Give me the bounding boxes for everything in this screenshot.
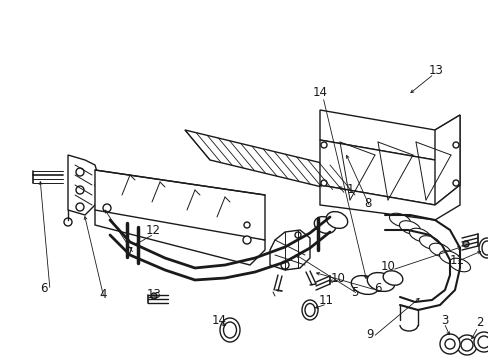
Ellipse shape xyxy=(399,221,420,234)
Ellipse shape xyxy=(388,213,410,227)
Ellipse shape xyxy=(223,322,236,338)
Polygon shape xyxy=(68,155,98,215)
Polygon shape xyxy=(319,140,459,205)
Text: 14: 14 xyxy=(211,314,226,327)
Ellipse shape xyxy=(448,258,469,272)
Text: 2: 2 xyxy=(475,315,483,328)
Circle shape xyxy=(294,232,301,238)
Circle shape xyxy=(462,241,468,247)
Ellipse shape xyxy=(314,217,335,233)
Ellipse shape xyxy=(478,238,488,258)
Circle shape xyxy=(243,236,250,244)
Circle shape xyxy=(76,168,84,176)
Text: 13: 13 xyxy=(427,63,443,77)
Circle shape xyxy=(460,339,472,351)
Polygon shape xyxy=(95,170,264,240)
Circle shape xyxy=(64,218,72,226)
Circle shape xyxy=(473,332,488,352)
Circle shape xyxy=(320,142,326,148)
Text: 10: 10 xyxy=(330,271,345,284)
Ellipse shape xyxy=(383,271,402,285)
Ellipse shape xyxy=(350,276,378,294)
Polygon shape xyxy=(319,185,459,220)
Circle shape xyxy=(281,261,288,269)
Circle shape xyxy=(327,189,341,203)
Text: 6: 6 xyxy=(373,282,381,294)
Ellipse shape xyxy=(366,273,394,291)
Text: 12: 12 xyxy=(145,225,160,238)
Circle shape xyxy=(439,334,459,354)
Circle shape xyxy=(343,200,349,206)
Polygon shape xyxy=(434,115,459,205)
Ellipse shape xyxy=(325,212,347,228)
Polygon shape xyxy=(184,130,354,195)
Text: 7: 7 xyxy=(126,247,134,260)
Text: 5: 5 xyxy=(350,285,358,298)
Text: 11: 11 xyxy=(318,293,333,306)
Circle shape xyxy=(320,180,326,186)
Ellipse shape xyxy=(305,303,314,316)
Text: 4: 4 xyxy=(99,288,106,301)
Ellipse shape xyxy=(481,241,488,255)
Circle shape xyxy=(343,173,349,179)
Text: 10: 10 xyxy=(380,261,395,274)
Polygon shape xyxy=(269,230,309,270)
Circle shape xyxy=(477,336,488,348)
Text: 14: 14 xyxy=(312,85,327,99)
Ellipse shape xyxy=(439,251,460,264)
Polygon shape xyxy=(319,110,459,160)
Circle shape xyxy=(244,222,249,228)
Circle shape xyxy=(76,186,84,194)
Text: 1: 1 xyxy=(346,184,353,197)
Text: 13: 13 xyxy=(146,288,161,301)
Circle shape xyxy=(452,180,458,186)
Text: 8: 8 xyxy=(364,198,371,211)
Circle shape xyxy=(151,293,157,299)
Ellipse shape xyxy=(302,300,317,320)
Text: 9: 9 xyxy=(366,328,373,342)
Ellipse shape xyxy=(220,318,240,342)
Ellipse shape xyxy=(408,228,429,242)
Circle shape xyxy=(327,176,341,190)
Circle shape xyxy=(456,335,476,355)
Polygon shape xyxy=(95,200,264,265)
Circle shape xyxy=(103,204,111,212)
Text: 6: 6 xyxy=(40,282,48,294)
Circle shape xyxy=(452,142,458,148)
Circle shape xyxy=(76,203,84,211)
Text: 3: 3 xyxy=(440,314,448,327)
Ellipse shape xyxy=(419,236,440,249)
Ellipse shape xyxy=(428,243,449,257)
Circle shape xyxy=(444,339,454,349)
Text: 11: 11 xyxy=(448,253,464,266)
